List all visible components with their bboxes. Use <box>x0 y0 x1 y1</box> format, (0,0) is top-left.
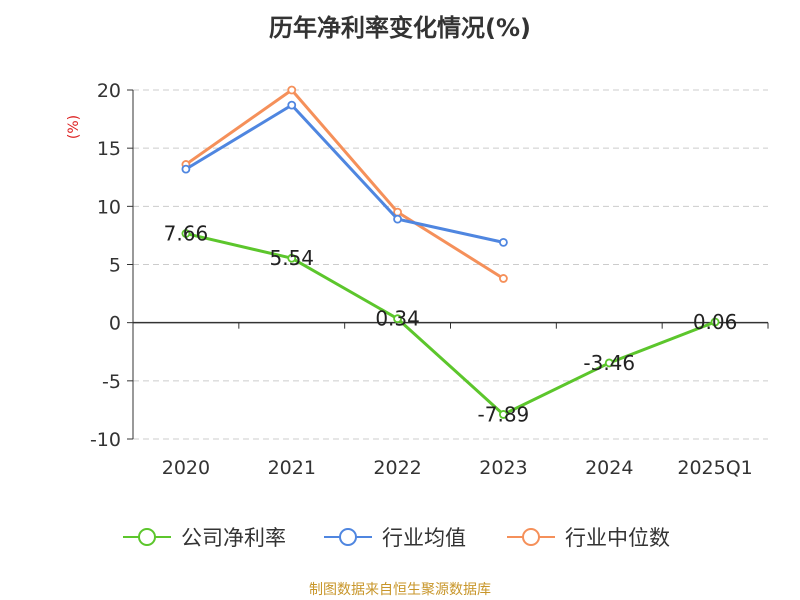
y-axis-label: (%) <box>66 115 82 139</box>
legend-item[interactable]: 行业均值 <box>324 526 466 550</box>
y-tick-label: -10 <box>90 429 121 451</box>
legend-item[interactable]: 公司净利率 <box>123 526 286 550</box>
data-point <box>287 85 297 95</box>
data-label: 7.66 <box>164 222 209 246</box>
series-line-1 <box>185 103 504 244</box>
x-tick-label: 2025Q1 <box>677 457 752 479</box>
x-tick-label: 2024 <box>585 457 633 479</box>
y-tick-label: 15 <box>97 138 121 160</box>
y-tick-label: 5 <box>109 255 121 277</box>
data-point <box>604 358 614 368</box>
legend-label: 行业均值 <box>382 526 466 550</box>
data-label: 0.06 <box>693 310 738 334</box>
source-note: 制图数据来自恒生聚源数据库 <box>309 582 491 598</box>
grid-layer <box>133 89 768 440</box>
legend-marker <box>339 528 357 546</box>
legend-label: 公司净利率 <box>181 526 286 550</box>
y-tick-label: 10 <box>97 196 121 218</box>
series-layer <box>181 85 720 419</box>
data-label: 5.54 <box>269 246 314 270</box>
data-label: 0.34 <box>375 307 420 331</box>
data-point <box>393 214 402 224</box>
y-tick-label: -5 <box>102 371 121 393</box>
legend-marker <box>522 528 540 546</box>
y-tick-label: 0 <box>109 313 121 335</box>
y-tick-label: 20 <box>97 80 121 102</box>
data-point <box>499 237 508 247</box>
x-tick-label: 2021 <box>268 457 316 479</box>
data-point <box>287 253 297 263</box>
legend[interactable]: 公司净利率 行业均值 行业中位数 <box>123 526 670 550</box>
legend-marker <box>138 528 156 546</box>
x-tick-label: 2023 <box>479 457 527 479</box>
data-label: -3.46 <box>583 351 635 375</box>
data-point <box>499 410 508 419</box>
series-line-2 <box>185 88 505 280</box>
chart-title: 历年净利率变化情况(%) <box>269 14 531 42</box>
data-point <box>710 317 720 327</box>
axis-layer: 20 15 10 5 0 -5 -10 (%) 2020 2021 2022 2023 2024 2025… <box>66 80 769 479</box>
data-point <box>499 274 508 283</box>
label-layer: 7.66 5.54 0.34 -7.89 -3.46 0.06 <box>164 222 738 427</box>
data-point <box>393 314 402 324</box>
data-point <box>181 229 191 238</box>
legend-label: 行业中位数 <box>565 526 670 550</box>
x-tick-label: 2022 <box>373 457 421 479</box>
series-line-0 <box>185 232 716 416</box>
data-label: -7.89 <box>478 402 530 426</box>
x-tick-label: 2020 <box>162 457 210 479</box>
data-point <box>287 100 297 110</box>
data-point <box>181 164 191 174</box>
legend-item[interactable]: 行业中位数 <box>507 526 670 550</box>
